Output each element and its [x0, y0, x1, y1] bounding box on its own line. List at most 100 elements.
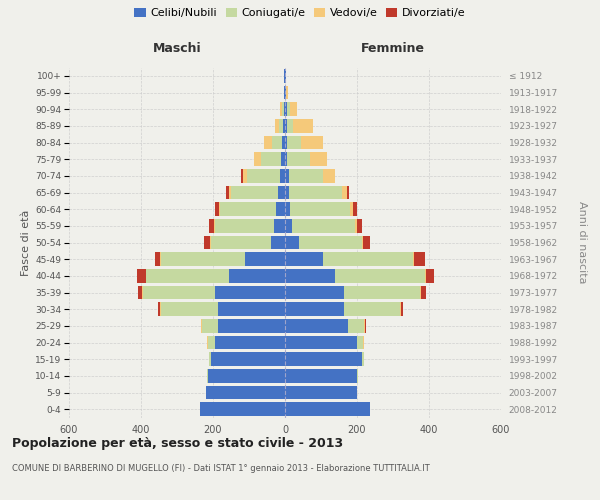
- Bar: [155, 252, 160, 266]
- Bar: [160, 252, 161, 266]
- Bar: [285, 236, 299, 250]
- Bar: [137, 269, 146, 282]
- Bar: [290, 102, 297, 116]
- Bar: [287, 136, 301, 149]
- Bar: [200, 402, 285, 416]
- Bar: [344, 302, 400, 316]
- Text: Popolazione per età, sesso e stato civile - 2013: Popolazione per età, sesso e stato civil…: [12, 438, 343, 450]
- Bar: [146, 269, 229, 282]
- Bar: [211, 236, 271, 250]
- Bar: [301, 136, 323, 149]
- Bar: [215, 286, 285, 300]
- Bar: [285, 386, 357, 400]
- Bar: [285, 369, 357, 382]
- Bar: [161, 302, 218, 316]
- Bar: [310, 152, 328, 166]
- Bar: [400, 302, 401, 316]
- Bar: [285, 252, 323, 266]
- Bar: [285, 152, 287, 166]
- Bar: [215, 219, 274, 232]
- Bar: [207, 369, 208, 382]
- Bar: [218, 319, 285, 332]
- Bar: [219, 202, 220, 216]
- Bar: [142, 286, 143, 300]
- Bar: [285, 352, 362, 366]
- Text: Femmine: Femmine: [361, 42, 425, 55]
- Bar: [287, 119, 293, 132]
- Text: Maschi: Maschi: [152, 42, 202, 55]
- Bar: [348, 319, 364, 332]
- Bar: [208, 369, 285, 382]
- Bar: [347, 186, 349, 200]
- Bar: [323, 252, 413, 266]
- Bar: [206, 386, 285, 400]
- Bar: [204, 236, 211, 250]
- Bar: [280, 169, 285, 182]
- Bar: [285, 186, 289, 200]
- Bar: [229, 269, 285, 282]
- Bar: [364, 319, 365, 332]
- Bar: [335, 269, 425, 282]
- Bar: [420, 286, 421, 300]
- Bar: [285, 86, 286, 100]
- Bar: [158, 302, 160, 316]
- Bar: [421, 286, 426, 300]
- Bar: [161, 252, 245, 266]
- Bar: [271, 236, 285, 250]
- Bar: [209, 352, 211, 366]
- Bar: [362, 236, 364, 250]
- Bar: [289, 169, 323, 182]
- Bar: [285, 336, 357, 349]
- Bar: [218, 302, 285, 316]
- Bar: [286, 86, 287, 100]
- Bar: [275, 119, 279, 132]
- Bar: [282, 102, 284, 116]
- Bar: [292, 219, 355, 232]
- Bar: [285, 136, 287, 149]
- Bar: [299, 236, 362, 250]
- Bar: [229, 186, 231, 200]
- Bar: [202, 319, 218, 332]
- Bar: [401, 302, 403, 316]
- Bar: [243, 169, 247, 182]
- Bar: [362, 352, 364, 366]
- Bar: [241, 169, 243, 182]
- Text: COMUNE DI BARBERINO DI MUGELLO (FI) - Dati ISTAT 1° gennaio 2013 - Elaborazione : COMUNE DI BARBERINO DI MUGELLO (FI) - Da…: [12, 464, 430, 473]
- Y-axis label: Fasce di età: Fasce di età: [21, 210, 31, 276]
- Bar: [285, 69, 286, 82]
- Bar: [285, 119, 287, 132]
- Bar: [357, 336, 364, 349]
- Bar: [350, 202, 353, 216]
- Bar: [284, 86, 285, 100]
- Bar: [285, 402, 370, 416]
- Bar: [245, 252, 285, 266]
- Bar: [323, 169, 335, 182]
- Bar: [247, 169, 280, 182]
- Bar: [355, 219, 357, 232]
- Bar: [276, 202, 285, 216]
- Bar: [357, 219, 362, 232]
- Bar: [261, 152, 281, 166]
- Bar: [207, 336, 208, 349]
- Bar: [282, 136, 285, 149]
- Bar: [364, 236, 370, 250]
- Bar: [293, 119, 313, 132]
- Bar: [285, 102, 287, 116]
- Bar: [220, 202, 276, 216]
- Bar: [264, 136, 272, 149]
- Bar: [357, 369, 358, 382]
- Bar: [285, 319, 348, 332]
- Bar: [209, 219, 214, 232]
- Legend: Celibi/Nubili, Coniugati/e, Vedovi/e, Divorziati/e: Celibi/Nubili, Coniugati/e, Vedovi/e, Di…: [132, 6, 468, 20]
- Bar: [413, 252, 414, 266]
- Bar: [281, 152, 285, 166]
- Bar: [280, 102, 282, 116]
- Bar: [344, 286, 420, 300]
- Bar: [283, 119, 285, 132]
- Bar: [285, 302, 344, 316]
- Bar: [353, 202, 357, 216]
- Bar: [287, 102, 290, 116]
- Bar: [279, 119, 283, 132]
- Bar: [226, 186, 229, 200]
- Bar: [215, 336, 285, 349]
